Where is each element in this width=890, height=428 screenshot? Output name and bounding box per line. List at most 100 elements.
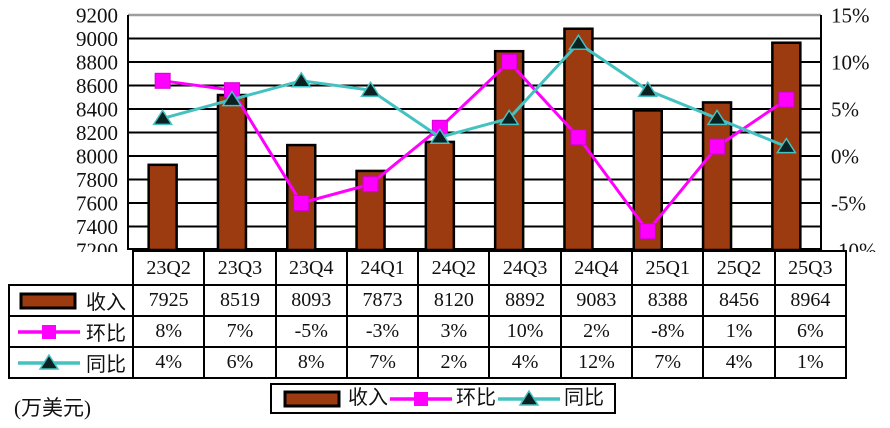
left-axis-tick-label: 8400 xyxy=(76,98,118,122)
revenue-bar xyxy=(147,163,178,252)
right-axis-tick-label: -5% xyxy=(831,192,866,216)
chart-legend: 收入 环比 同比 xyxy=(270,383,616,414)
table-value-cell: 6% xyxy=(773,315,847,348)
series-key-cell: 环比 xyxy=(8,315,134,348)
table-value-cell: 2% xyxy=(559,315,634,348)
left-axis-tick-label: 9200 xyxy=(76,4,118,28)
table-value-cell: 8519 xyxy=(203,284,277,317)
quarter-header-cell: 24Q2 xyxy=(417,250,491,286)
revenue-bar xyxy=(493,49,525,252)
quarter-header-cell: 24Q4 xyxy=(559,250,634,286)
left-axis-tick-label: 8000 xyxy=(76,145,118,169)
huanbi-square-marker xyxy=(778,91,795,108)
huanbi-swatch-icon xyxy=(390,391,452,406)
revenue-bar xyxy=(424,140,456,252)
series-key-cell: 收入 xyxy=(8,284,134,317)
table-value-cell: 9083 xyxy=(559,284,634,317)
quarter-header-cell: 23Q2 xyxy=(131,250,206,286)
huanbi-square-marker xyxy=(501,54,518,70)
table-value-cell: -5% xyxy=(274,315,348,348)
quarter-header-cell: 23Q4 xyxy=(274,250,348,286)
table-value-cell: 4% xyxy=(131,346,206,379)
quarter-header-cell: 23Q3 xyxy=(203,250,277,286)
left-axis-tick-label: 7800 xyxy=(76,168,118,192)
tongbi-triangle-marker xyxy=(498,109,520,126)
series-label: 环比 xyxy=(86,323,126,345)
table-value-cell: 3% xyxy=(417,315,491,348)
legend-item-label: 收入 xyxy=(348,387,388,409)
huanbi-square-marker xyxy=(639,223,656,240)
revenue-swatch-icon xyxy=(283,390,341,407)
legend-item: 同比 xyxy=(498,385,604,412)
tongbi-triangle-marker xyxy=(706,109,728,126)
right-axis-tick-label: 0% xyxy=(831,145,859,169)
unit-label: (万美元) xyxy=(14,396,91,420)
tongbi-triangle-marker xyxy=(637,80,659,97)
table-value-cell: 8% xyxy=(131,315,206,348)
table-value-cell: 6% xyxy=(203,346,277,379)
series-label: 同比 xyxy=(86,354,126,376)
huanbi-square-marker xyxy=(154,72,171,89)
table-header-row: 23Q2 23Q3 23Q4 24Q1 24Q2 24Q3 24Q4 25Q1 25Q2 25Q3 xyxy=(9,250,847,286)
table-value-cell: 8093 xyxy=(274,284,348,317)
tongbi-triangle-marker xyxy=(152,109,174,126)
table-value-cell: 1% xyxy=(702,315,776,348)
quarter-header-cell: 24Q3 xyxy=(488,250,562,286)
left-axis-tick-label: 7400 xyxy=(76,215,118,239)
revenue-swatch-icon xyxy=(19,292,77,309)
right-axis-tick-label: -10% xyxy=(831,239,877,253)
tongbi-triangle-marker xyxy=(360,80,381,97)
right-axis-tick-label: 5% xyxy=(831,98,859,122)
legend-item: 环比 xyxy=(390,385,496,412)
tongbi-triangle-marker xyxy=(775,137,797,154)
left-axis-tick-label: 8800 xyxy=(76,51,118,75)
table-value-cell: 4% xyxy=(702,346,776,379)
table-value-cell: 7% xyxy=(203,315,277,348)
combo-chart-plot: 9200900088008600840082008000780076007400… xyxy=(76,4,877,253)
quarter-header-cell: 25Q3 xyxy=(773,250,847,286)
quarter-header-cell: 25Q2 xyxy=(702,250,776,286)
table-value-cell: 7873 xyxy=(345,284,420,317)
table-value-cell: 8120 xyxy=(417,284,491,317)
table-value-cell: 7% xyxy=(345,346,420,379)
left-axis-tick-label: 8200 xyxy=(76,121,118,145)
left-axis-tick-label: 7600 xyxy=(76,192,118,216)
table-value-cell: 4% xyxy=(488,346,562,379)
table-value-cell: -3% xyxy=(345,315,420,348)
revenue-bar xyxy=(701,101,733,252)
huanbi-square-marker xyxy=(570,129,587,146)
table-row: 同比 4% 6% 8% 7% 2% 4% 12% 7% 4% 1% xyxy=(8,346,847,379)
series-key-cell: 同比 xyxy=(8,346,134,379)
table-row: 环比 8% 7% -5% -3% 3% 10% 2% -8% 1% 6% xyxy=(8,315,847,348)
table-value-cell: 1% xyxy=(773,346,847,379)
legend-item-label: 环比 xyxy=(456,387,496,409)
tongbi-swatch-icon xyxy=(18,353,80,370)
huanbi-square-marker xyxy=(362,176,379,193)
left-axis-tick-label: 7200 xyxy=(76,239,118,253)
tongbi-line xyxy=(162,41,787,148)
legend-item: 收入 xyxy=(282,385,388,412)
tongbi-swatch-icon xyxy=(498,389,560,406)
huanbi-swatch-icon xyxy=(18,324,80,339)
table-row: 收入 7925 8519 8093 7873 8120 8892 9083 8388 8456 89… xyxy=(8,284,847,317)
table-value-cell: 8456 xyxy=(702,284,776,317)
table-value-cell: 7925 xyxy=(131,284,206,317)
huanbi-square-marker xyxy=(709,138,726,155)
quarter-header-cell: 25Q1 xyxy=(631,250,705,286)
table-value-cell: 12% xyxy=(559,346,634,379)
table-value-cell: 8892 xyxy=(488,284,562,317)
table-value-cell: 8% xyxy=(274,346,348,379)
tongbi-triangle-marker xyxy=(568,33,589,50)
right-axis-tick-label: 10% xyxy=(831,51,870,75)
tongbi-triangle-marker xyxy=(290,71,312,88)
quarter-header-cell: 24Q1 xyxy=(345,250,420,286)
left-axis-tick-label: 9000 xyxy=(76,27,118,51)
table-value-cell: 10% xyxy=(488,315,562,348)
table-value-cell: 8388 xyxy=(631,284,705,317)
chart-data-table: 23Q2 23Q3 23Q4 24Q1 24Q2 24Q3 24Q4 25Q1 25Q2 25Q3… xyxy=(8,250,847,379)
table-value-cell: 8964 xyxy=(773,284,847,317)
revenue-bar xyxy=(216,93,248,252)
table-corner-cell xyxy=(9,251,133,285)
right-axis-tick-label: 15% xyxy=(831,4,870,28)
legend-item-label: 同比 xyxy=(564,387,604,409)
